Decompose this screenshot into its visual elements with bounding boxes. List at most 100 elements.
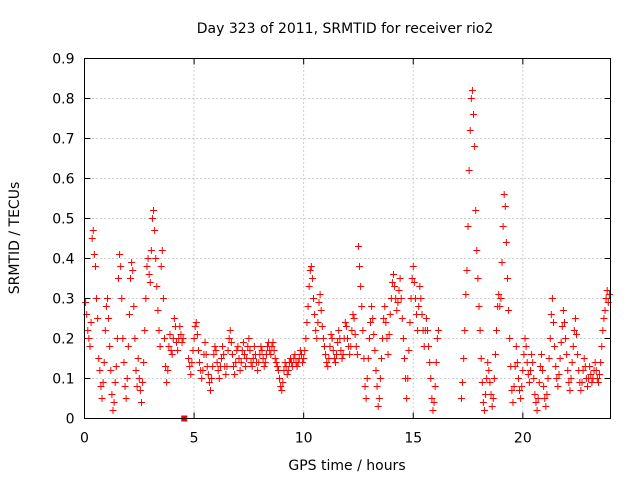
data-point: [502, 239, 510, 246]
data-point: [471, 143, 479, 150]
data-point: [376, 375, 384, 382]
data-point: [533, 407, 541, 414]
data-point: [416, 283, 424, 290]
data-point: [123, 375, 131, 382]
data-point: [331, 359, 339, 366]
data-point: [410, 279, 418, 286]
data-point: [214, 367, 222, 374]
data-point: [580, 355, 588, 362]
data-point: [112, 363, 120, 370]
data-point: [133, 383, 141, 390]
data-point: [106, 343, 114, 350]
data-point: [193, 331, 201, 338]
data-point: [260, 363, 268, 370]
data-point: [517, 395, 525, 402]
data-point: [380, 315, 388, 322]
data-point: [556, 355, 564, 362]
data-point: [228, 351, 236, 358]
data-point: [472, 207, 480, 214]
data-point: [531, 391, 539, 398]
data-point: [276, 375, 284, 382]
data-point: [422, 315, 430, 322]
data-point: [499, 223, 507, 230]
data-point: [82, 299, 90, 306]
data-point: [478, 379, 486, 386]
data-point: [511, 363, 519, 370]
y-tick-label: 0.8: [52, 92, 74, 108]
data-point: [539, 367, 547, 374]
data-point: [519, 367, 527, 374]
data-point: [512, 343, 520, 350]
data-point: [460, 355, 468, 362]
data-point: [396, 275, 404, 282]
data-point: [105, 315, 113, 322]
y-axis-label: SRMTID / TECUs: [7, 182, 23, 295]
data-point: [398, 315, 406, 322]
data-point: [168, 351, 176, 358]
data-point: [177, 331, 185, 338]
data-point: [302, 335, 310, 342]
data-point: [96, 367, 104, 374]
data-point: [129, 267, 137, 274]
data-point: [466, 127, 474, 134]
data-point: [196, 359, 204, 366]
data-point: [158, 247, 166, 254]
data-point: [592, 367, 600, 374]
data-point: [125, 311, 133, 318]
data-point: [543, 391, 551, 398]
data-point: [403, 395, 411, 402]
data-point: [586, 363, 594, 370]
data-point: [116, 251, 124, 258]
data-point: [363, 375, 371, 382]
data-point: [242, 363, 250, 370]
data-point: [130, 303, 138, 310]
data-point: [312, 327, 320, 334]
data-point: [427, 375, 435, 382]
data-point: [530, 375, 538, 382]
data-point: [583, 383, 591, 390]
data-point: [190, 335, 198, 342]
data-point: [308, 275, 316, 282]
data-point: [315, 299, 323, 306]
data-point: [124, 343, 132, 350]
data-point: [553, 375, 561, 382]
data-point: [176, 323, 184, 330]
data-point: [102, 303, 110, 310]
data-point: [350, 315, 358, 322]
data-point: [342, 323, 350, 330]
data-point: [497, 295, 505, 302]
data-point: [283, 371, 291, 378]
data-point: [186, 363, 194, 370]
data-point: [593, 375, 601, 382]
data-point: [518, 383, 526, 390]
chart-title: Day 323 of 2011, SRMTID for receiver rio…: [197, 21, 494, 37]
data-point: [409, 263, 417, 270]
data-point: [558, 323, 566, 330]
data-point: [324, 363, 332, 370]
data-point: [463, 267, 471, 274]
x-tick-labels: 0 5 10 15 20: [80, 431, 532, 447]
data-point: [322, 351, 330, 358]
data-point: [550, 319, 558, 326]
data-point: [118, 295, 126, 302]
data-point: [535, 379, 543, 386]
data-point: [269, 339, 277, 346]
data-point: [386, 311, 394, 318]
data-point: [163, 379, 171, 386]
data-point: [599, 327, 607, 334]
data-point: [578, 379, 586, 386]
data-point: [91, 263, 99, 270]
data-point: [534, 395, 542, 402]
data-point: [255, 359, 263, 366]
data-point: [135, 375, 143, 382]
data-point: [109, 407, 117, 414]
data-point: [306, 267, 314, 274]
data-point: [337, 347, 345, 354]
data-point: [567, 375, 575, 382]
data-point: [223, 363, 231, 370]
data-point: [536, 363, 544, 370]
data-point: [390, 271, 398, 278]
data-point: [284, 367, 292, 374]
data-point: [344, 335, 351, 342]
